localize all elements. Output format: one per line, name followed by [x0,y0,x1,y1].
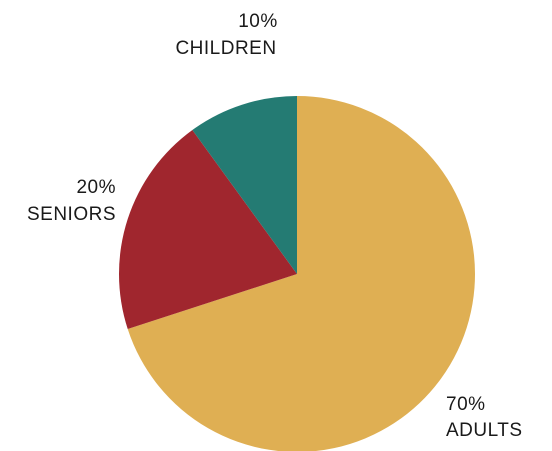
label-seniors-value: 20% [76,177,116,198]
pie-slices [118,96,475,451]
label-children-name: CHILDREN [175,38,276,59]
pie-slice-children [192,96,297,274]
label-seniors: 20% SENIORS [27,177,116,225]
label-adults-value: 70% [446,394,486,415]
label-children: 10% CHILDREN [175,11,277,59]
label-seniors-name: SENIORS [27,204,116,225]
label-adults-name: ADULTS [446,420,523,441]
pie-slice-seniors [118,129,297,330]
label-children-value: 10% [238,11,278,32]
label-adults: 70% ADULTS [446,394,523,441]
pie-slice-adults [127,96,475,451]
